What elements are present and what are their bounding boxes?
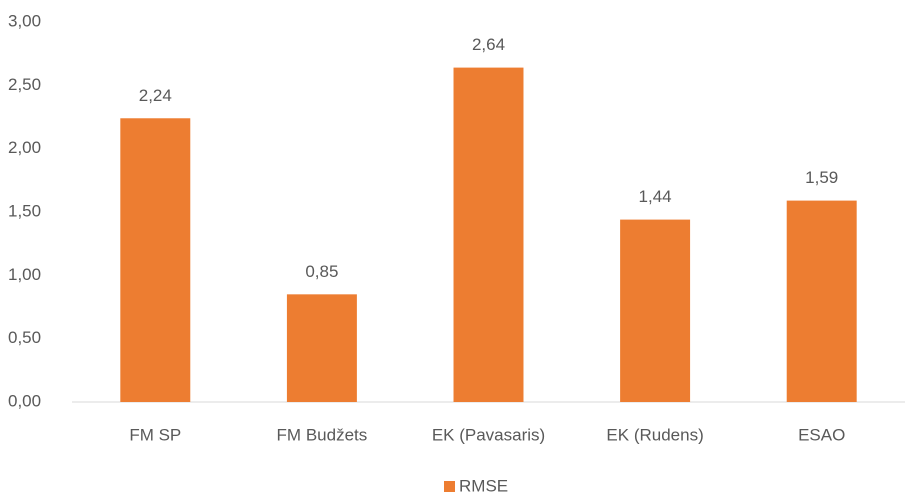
x-tick-label: FM Budžets — [277, 425, 368, 444]
data-label: 2,64 — [472, 35, 505, 54]
legend-swatch — [444, 481, 455, 492]
bar — [286, 294, 357, 402]
y-tick-label: 0,50 — [8, 328, 41, 347]
data-label: 0,85 — [305, 262, 338, 281]
y-tick-label: 0,00 — [8, 391, 41, 410]
bar — [453, 67, 524, 402]
x-tick-label: EK (Pavasaris) — [432, 425, 545, 444]
bar — [120, 118, 191, 403]
data-label: 1,44 — [639, 187, 672, 206]
y-tick-label: 1,50 — [8, 201, 41, 220]
bar — [786, 200, 857, 402]
y-tick-label: 3,00 — [8, 11, 41, 30]
bar — [620, 219, 691, 402]
y-tick-label: 2,50 — [8, 75, 41, 94]
y-tick-label: 1,00 — [8, 265, 41, 284]
legend-label: RMSE — [459, 476, 508, 494]
data-label: 2,24 — [139, 86, 172, 105]
x-tick-label: FM SP — [129, 425, 181, 444]
x-tick-label: ESAO — [798, 425, 845, 444]
data-label: 1,59 — [805, 168, 838, 187]
x-tick-label: EK (Rudens) — [606, 425, 703, 444]
y-tick-label: 2,00 — [8, 138, 41, 157]
